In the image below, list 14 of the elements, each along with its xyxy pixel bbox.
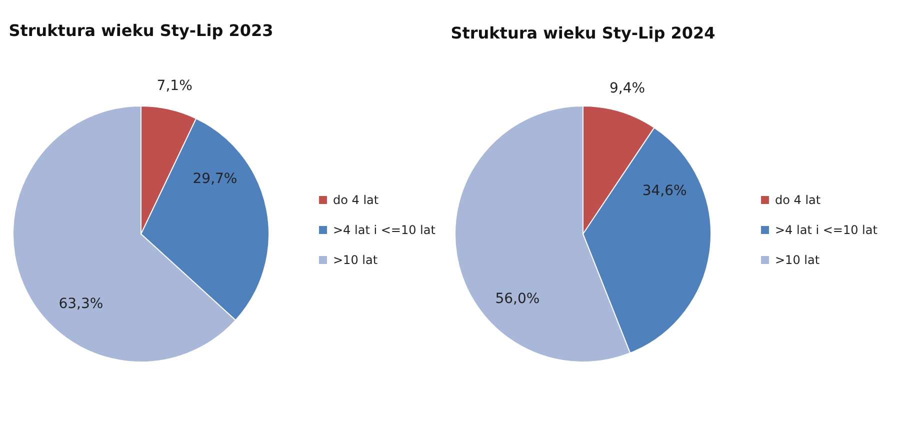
chart-title: Struktura wieku Sty-Lip 2023	[8, 20, 274, 40]
data-label: 63,3%	[58, 296, 104, 312]
legend-label: do 4 lat	[333, 193, 379, 207]
data-label: 56,0%	[495, 290, 540, 307]
legend-label: >4 lat i <=10 lat	[333, 223, 436, 237]
data-label: 34,6%	[642, 183, 687, 200]
chart-title: Struktura wieku Sty-Lip 2024	[450, 24, 716, 43]
legend-label: >10 lat	[775, 253, 820, 267]
data-label: 29,7%	[192, 171, 238, 188]
data-label: 7,1%	[156, 78, 192, 94]
legend-label: >10 lat	[333, 253, 378, 267]
legend-label: do 4 lat	[775, 193, 821, 207]
legend-label: >4 lat i <=10 lat	[775, 223, 878, 237]
data-label: 9,4%	[609, 80, 646, 97]
